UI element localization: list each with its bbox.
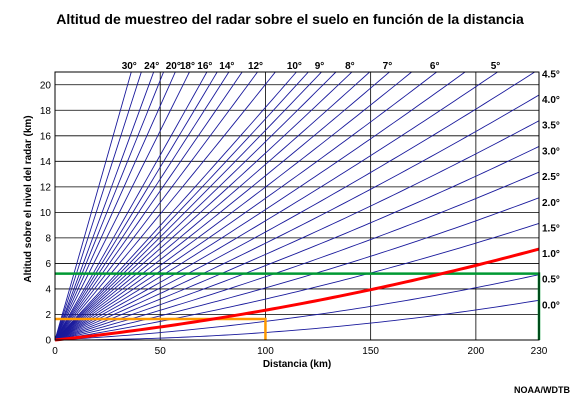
highlight-beam [54,247,540,342]
beam-line [54,71,176,341]
right-angle-labels: 4.5° 4.0° 3.5° 3.0° 2.5° 2.0° 1.5° 1.0° 0.5° 0.0° [542,69,560,311]
beam-line [54,71,390,341]
beam-line [54,299,540,341]
beam-line [54,120,540,341]
beam-line [54,71,498,341]
highlight-lines [54,247,541,342]
y-tick-label: 14 [40,157,52,168]
x-tick-label: 150 [362,346,379,357]
right-angle-label: 3.0° [542,146,560,157]
beam-line [54,71,218,341]
beam-line [54,71,276,341]
beam-line [54,71,322,341]
right-angle-label: 2.0° [542,198,560,209]
right-angle-label: 4.0° [542,95,560,106]
top-angle-label: 9° [315,61,325,72]
beam-line [54,71,190,341]
highlight-line [55,317,267,340]
top-angle-label: 7° [383,61,393,72]
grid-lines [55,72,539,340]
right-angle-label: 3.5° [542,121,560,132]
beam-line [54,71,353,341]
plot-frame [54,71,540,341]
top-angle-label: 24° [144,61,159,72]
top-angle-label: 8° [345,61,355,72]
right-angle-label: 2.5° [542,172,560,183]
top-angle-label: 30° [122,61,137,72]
beam-line [54,171,540,341]
y-tick-labels: 0 2 4 6 8 10 12 14 16 18 20 [40,80,52,346]
top-angle-label: 12° [248,61,263,72]
y-tick-label: 6 [45,259,51,270]
beam-line [54,71,437,341]
beam-line [54,71,535,341]
right-angle-label: 4.5° [542,69,560,80]
beam-lines [54,71,540,341]
x-axis-label: Distancia (km) [263,359,331,370]
x-tick-labels: 0 50 100 150 200 230 [52,346,548,357]
y-tick-label: 10 [40,208,52,219]
y-tick-label: 4 [45,284,51,295]
beam-line [54,71,370,341]
beam-line [54,222,540,341]
top-angle-label: 10° [287,61,302,72]
chart-title: Altitud de muestreo del radar sobre el s… [56,11,524,27]
top-angle-label: 18° [180,61,195,72]
top-angle-label: 16° [197,61,212,72]
beam-line [54,71,142,341]
credit-label: NOAA/WDTB [514,385,570,395]
x-tick-label: 0 [52,346,58,357]
beam-line [54,71,164,341]
x-tick-label: 200 [468,346,485,357]
x-tick-label: 100 [257,346,274,357]
x-tick-label: 50 [155,346,167,357]
beam-line [54,71,155,341]
y-tick-label: 16 [40,131,52,142]
top-angle-labels: 30° 24° 20° 18° 16° 14° 12° 10° 9° 8° 7° 6° 5° [122,61,501,72]
beam-line [54,94,540,341]
y-tick-label: 20 [40,80,52,91]
beam-line [54,71,230,341]
beam-line [54,197,540,341]
beam-line [54,146,540,341]
right-angle-label: 0.5° [542,275,560,286]
top-angle-label: 14° [219,61,234,72]
right-angle-label: 1.5° [542,223,560,234]
beam-line [54,71,337,341]
y-tick-label: 2 [45,310,51,321]
top-angle-label: 6° [430,61,440,72]
top-angle-label: 20° [166,61,181,72]
beam-line [54,71,412,341]
y-axis-label: Altitud sobre el nivel del radar (km) [23,115,34,282]
x-tick-label: 230 [531,346,548,357]
beam-line [54,71,132,341]
beam-line [54,71,309,341]
top-angle-label: 5° [491,61,501,72]
y-tick-label: 18 [40,106,52,117]
y-tick-label: 0 [45,336,51,347]
beam-line [54,71,258,341]
beam-line [54,71,243,341]
beam-line [54,71,466,341]
right-angle-label: 1.0° [542,249,560,260]
right-angle-label: 0.0° [542,300,560,311]
beam-line [54,71,297,341]
y-tick-label: 12 [40,182,52,193]
beam-line [54,274,540,341]
y-tick-label: 8 [45,233,51,244]
beam-line [54,71,208,341]
